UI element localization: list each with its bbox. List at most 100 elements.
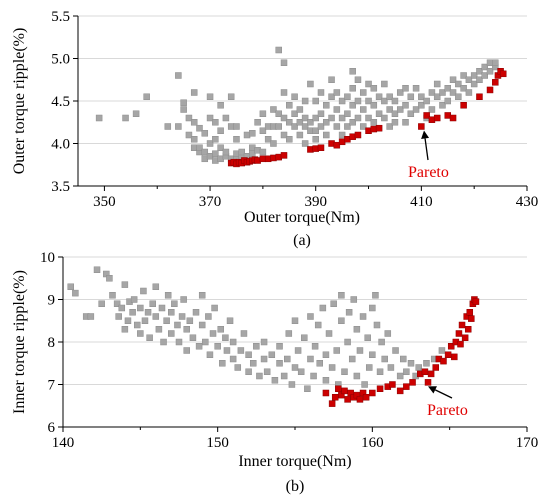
chart-a-dominated-point <box>449 89 457 96</box>
chart-a-dominated-point <box>286 102 293 109</box>
chart-a-dominated-point <box>143 93 150 100</box>
chart-b-pareto-point <box>396 387 404 395</box>
chart-a-dominated-point <box>291 123 298 130</box>
chart-a-dominated-point <box>217 102 224 109</box>
chart-b-y-tick-label: 6 <box>48 420 56 436</box>
chart-a-dominated-point <box>402 85 409 92</box>
chart-b-dominated-point <box>189 334 197 341</box>
chart-a-dominated-point <box>222 114 230 122</box>
chart-b-dominated-point <box>403 368 410 375</box>
chart-b-dominated-point <box>121 326 129 333</box>
chart-a-dominated-point <box>259 148 267 156</box>
chart-b-x-tick-label: 140 <box>52 435 75 451</box>
chart-a-dominated-point <box>280 131 288 139</box>
chart-a-dominated-point <box>296 119 304 126</box>
chart-b-dominated-point <box>72 289 79 297</box>
chart-b-dominated-point <box>98 300 105 307</box>
chart-a-dominated-point <box>418 93 425 100</box>
chart-a-dominated-point <box>476 68 483 75</box>
chart-a-pareto-point <box>280 152 288 159</box>
chart-a-sublabel: (a) <box>293 232 311 249</box>
chart-a-dominated-point <box>323 102 330 109</box>
chart-a-y-tick-label: 4.0 <box>51 137 70 153</box>
chart-a-dominated-point <box>238 148 246 156</box>
chart-a-dominated-point <box>201 130 209 137</box>
chart-b-dominated-point <box>365 364 373 371</box>
chart-b-sublabel: (b) <box>286 478 305 495</box>
chart-a-dominated-point <box>280 89 288 96</box>
chart-b-dominated-point <box>311 343 319 350</box>
chart-b-dominated-point <box>276 360 283 367</box>
chart-b-y-tick-label: 10 <box>40 250 55 266</box>
chart-a-dominated-point <box>344 123 351 130</box>
chart-a-dominated-point <box>396 106 404 113</box>
chart-a-dominated-point <box>386 106 393 113</box>
chart-b-dominated-point <box>249 360 257 367</box>
chart-b-dominated-point <box>115 313 122 320</box>
chart-a-dominated-point <box>412 85 420 92</box>
chart-a-pareto-point <box>423 112 430 119</box>
chart-a-dominated-point <box>354 76 362 83</box>
chart-b-dominated-point <box>93 266 101 273</box>
chart-a-dominated-point <box>381 114 388 122</box>
chart-b-dominated-point <box>141 317 149 324</box>
chart-b-dominated-point <box>209 330 217 337</box>
chart-a-annotation-label: Pareto <box>408 164 449 181</box>
chart-b-dominated-point <box>144 309 152 316</box>
chart-a-dominated-point <box>423 97 430 105</box>
chart-b-dominated-point <box>328 364 336 371</box>
chart-b-dominated-point <box>137 304 144 312</box>
chart-a-x-tick-label: 430 <box>516 194 539 210</box>
chart-a-annotation-arrow <box>424 138 429 161</box>
chart-a-dominated-point <box>132 110 140 117</box>
chart-a-annotation: Pareto <box>408 130 449 181</box>
chart-a-dominated-point <box>317 110 325 117</box>
chart-a-tick-labels: 350 370 390 410 430 3.5 4.0 4.5 5.0 5.5 <box>51 9 538 210</box>
chart-a-dominated-point <box>439 89 446 96</box>
chart-b-dominated-point <box>152 283 160 290</box>
chart-b-dominated-point <box>155 326 163 333</box>
chart-b-dominated-point <box>301 334 308 341</box>
chart-b-dominated-point <box>130 296 138 303</box>
chart-a-dominated-point <box>312 114 319 122</box>
chart-b-annotation-arrow <box>434 389 453 399</box>
chart-a-dominated-point <box>196 144 203 151</box>
chart-b-dominated-point <box>217 326 225 333</box>
chart-a-dominated-point <box>185 131 193 139</box>
chart-a-dominated-point <box>328 76 335 83</box>
chart-b-dominated-point <box>133 321 141 329</box>
chart-a-dominated-point <box>402 102 409 109</box>
chart-a-pareto-point <box>354 131 362 139</box>
chart-a-dominated-point <box>486 68 494 75</box>
chart-b-dominated-point <box>271 377 279 384</box>
chart-a-dominated-point <box>227 93 235 100</box>
chart-b-pareto-point <box>356 396 364 403</box>
chart-a-dominated-point <box>344 93 351 100</box>
chart-a-dominated-point <box>349 102 356 109</box>
chart-a-dominated-point <box>301 140 309 147</box>
chart-a-dominated-point <box>359 89 367 96</box>
chart-a-dominated-point <box>190 119 198 126</box>
chart-b-dominated-point <box>253 343 260 350</box>
chart-a-dominated-point <box>301 114 309 122</box>
chart-a-dominated-point <box>286 119 293 126</box>
chart-a-dominated-point <box>412 106 420 113</box>
chart-b-dominated-point <box>183 326 190 333</box>
chart-a-dominated-point <box>307 119 314 126</box>
chart-a-dominated-point <box>375 110 383 117</box>
chart-b-pareto-point <box>458 321 466 329</box>
chart-b-dominated-point <box>205 313 212 320</box>
chart-a-dominated-point <box>259 127 267 134</box>
chart-a-dominated-point <box>365 80 372 88</box>
chart-a-x-tick-label: 390 <box>304 194 327 210</box>
chart-b-pareto-point <box>466 309 474 316</box>
chart-b-pareto-point <box>432 364 439 371</box>
chart-a-dominated-point <box>275 46 282 54</box>
chart-a-dominated-point <box>407 93 415 100</box>
chart-a-dominated-point <box>317 89 325 96</box>
chart-b-pareto-point <box>444 351 452 358</box>
chart-b-dominated-point <box>87 313 95 320</box>
chart-a-dominated-point <box>433 93 441 100</box>
chart-b-dominated-point <box>67 283 74 290</box>
chart-a-dominated-point <box>338 97 346 105</box>
